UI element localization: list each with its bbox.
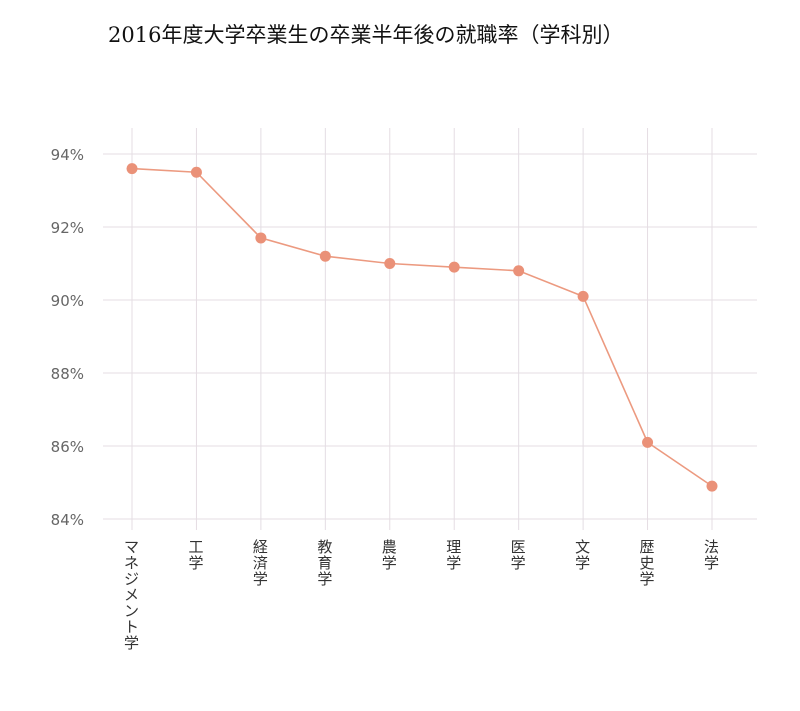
x-tick-label: 歴史学 xyxy=(640,538,655,588)
y-tick-label: 90% xyxy=(51,292,84,310)
y-tick-label: 88% xyxy=(51,365,84,383)
data-point xyxy=(126,163,138,175)
data-point xyxy=(319,250,331,262)
data-point xyxy=(255,232,267,244)
y-tick-label: 84% xyxy=(51,511,84,529)
data-point xyxy=(448,261,460,273)
data-point xyxy=(642,436,654,448)
x-tick-label: 医学 xyxy=(511,538,526,572)
data-point xyxy=(384,258,396,269)
y-axis-ticks: 84% 86% 88% 90% 92% 94% xyxy=(51,146,84,529)
x-tick-label: 理学 xyxy=(446,538,461,572)
x-tick-label: 経済学 xyxy=(253,538,268,588)
x-axis-ticks: マネジメント学 工学 経済学 教育学 農学 理学 医学 文学 歴史学 法学 xyxy=(124,538,719,652)
chart-title: 2016年度大学卒業生の卒業半年後の就職率（学科別） xyxy=(108,23,623,47)
grid xyxy=(103,128,757,530)
data-point xyxy=(706,480,718,492)
x-tick-label: マネジメント学 xyxy=(124,538,139,652)
y-tick-label: 86% xyxy=(51,438,84,456)
data-point xyxy=(577,290,589,302)
y-tick-label: 94% xyxy=(51,146,84,164)
series-line xyxy=(131,167,713,487)
y-tick-label: 92% xyxy=(51,219,84,237)
data-point xyxy=(513,265,525,277)
x-tick-label: 工学 xyxy=(188,538,203,572)
data-point xyxy=(190,166,202,178)
series xyxy=(126,163,718,492)
x-tick-label: 教育学 xyxy=(317,538,332,588)
x-tick-label: 文学 xyxy=(575,538,590,572)
x-tick-label: 法学 xyxy=(704,538,719,572)
x-tick-label: 農学 xyxy=(382,538,397,572)
